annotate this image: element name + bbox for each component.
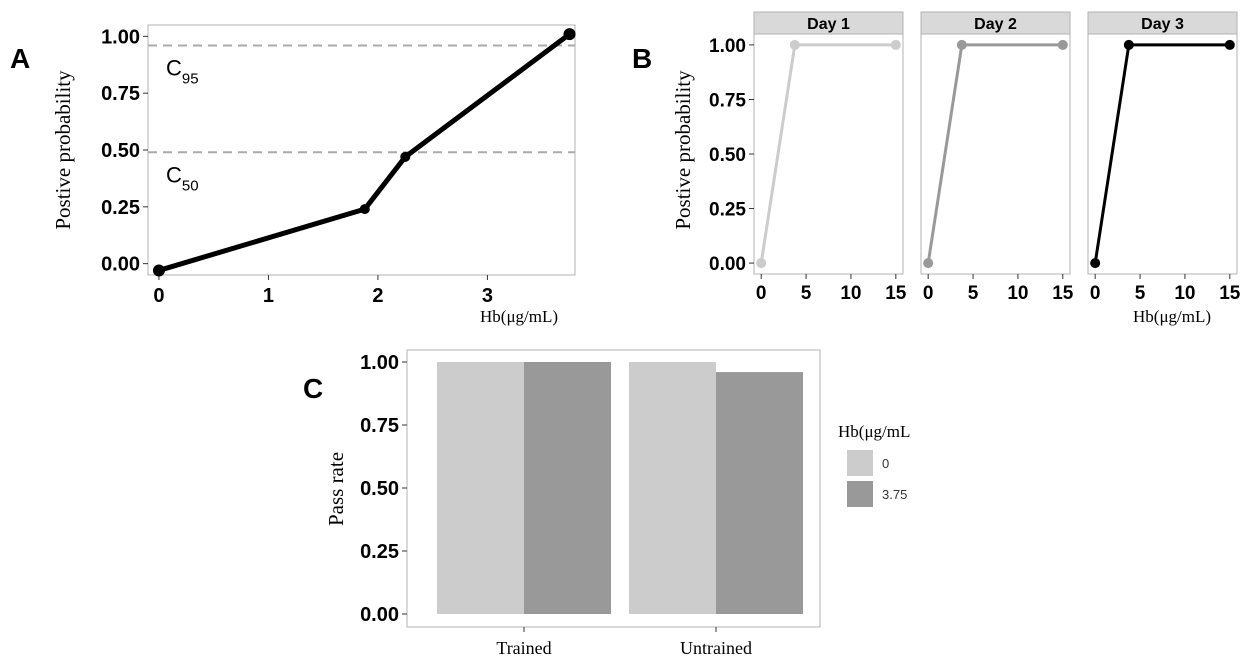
panel-c: 0.00 0.25 0.50 0.75 1.00 Trained Untrained Pa… <box>324 349 910 658</box>
y-tick-label: 0.50 <box>360 478 399 500</box>
bar <box>629 362 716 614</box>
x-tick-label: 10 <box>1174 283 1195 304</box>
y-tick-label: 0.00 <box>360 604 399 626</box>
data-point <box>756 258 767 269</box>
x-tick-label: 2 <box>372 285 383 307</box>
x-tick-label: 0 <box>153 285 164 307</box>
data-point <box>1090 258 1101 269</box>
reference-label: C95 <box>166 55 199 87</box>
panel-c-ylabel: Pass rate <box>324 452 348 526</box>
y-tick-label: 1.00 <box>360 352 399 374</box>
x-tick-label: 5 <box>801 283 812 304</box>
y-tick-label: 0.00 <box>101 254 140 276</box>
data-point <box>1123 39 1134 50</box>
bar <box>524 362 611 614</box>
legend-label: 3.75 <box>882 487 907 502</box>
series-line <box>759 43 896 264</box>
facet-frame <box>920 33 1071 275</box>
y-tick-label: 0.25 <box>360 541 399 563</box>
x-tick-label: 3 <box>482 285 493 307</box>
data-point <box>1057 39 1068 50</box>
data-point <box>890 39 901 50</box>
series-line <box>1093 43 1230 264</box>
y-tick-label: 0.25 <box>101 197 140 219</box>
facet-strip-label: Day 1 <box>807 16 850 33</box>
series-line <box>158 32 572 273</box>
x-tick-label: Trained <box>496 638 551 658</box>
panel-a-xlabel: Hb(μg/mL) <box>480 307 558 326</box>
y-tick-label: 0.75 <box>360 415 399 437</box>
series-line <box>926 43 1063 264</box>
bar <box>437 362 524 614</box>
panel-b: Day 1 0 5 10 15 Day 2 0 5 10 15 Day 3 0 5 10 15 0.00 0.… <box>671 11 1241 326</box>
x-tick-label: 10 <box>840 283 861 304</box>
x-tick-label: 15 <box>885 283 907 304</box>
y-tick-label: 1.00 <box>709 36 746 57</box>
facet-frame <box>753 33 904 275</box>
panel-a-frame <box>147 24 576 276</box>
legend: Hb(μg/mL 0 3.75 <box>838 422 910 507</box>
x-tick-label: 15 <box>1219 283 1241 304</box>
data-point <box>359 204 370 215</box>
bar <box>716 372 803 614</box>
facet-1: Day 1 0 5 10 15 <box>753 11 907 304</box>
legend-swatch <box>847 450 873 476</box>
legend-title: Hb(μg/mL <box>838 422 910 441</box>
facet-2: Day 2 0 5 10 15 <box>920 11 1074 304</box>
x-tick-label: Untrained <box>680 638 752 658</box>
x-tick-label: 5 <box>1135 283 1146 304</box>
x-tick-label: 0 <box>923 283 934 304</box>
x-tick-label: 0 <box>756 283 767 304</box>
panel-letter-c: C <box>303 373 323 404</box>
y-tick-label: 0.75 <box>709 90 746 111</box>
y-tick-label: 0.75 <box>101 83 140 105</box>
facet-frame <box>1087 33 1238 275</box>
data-point <box>563 28 576 41</box>
x-tick-label: 10 <box>1007 283 1028 304</box>
x-tick-label: 15 <box>1052 283 1074 304</box>
legend-swatch <box>847 481 873 507</box>
panel-b-ylabel: Postive probability <box>671 70 695 230</box>
reference-label: C50 <box>166 162 199 194</box>
panel-a: C95 C50 0.00 0.25 0.50 0.75 1.00 0 1 2 3 Postive… <box>51 24 576 326</box>
data-point <box>789 39 800 50</box>
data-point <box>923 258 934 269</box>
data-point <box>152 264 165 277</box>
facet-3: Day 3 0 5 10 15 <box>1087 11 1241 304</box>
panel-a-ylabel: Postive probability <box>51 70 75 230</box>
data-point <box>956 39 967 50</box>
facet-strip-label: Day 3 <box>1141 16 1184 33</box>
facet-strip-label: Day 2 <box>974 16 1017 33</box>
y-tick-label: 0.00 <box>709 254 746 275</box>
y-tick-label: 0.25 <box>709 200 746 221</box>
y-tick-label: 0.50 <box>709 145 746 166</box>
x-tick-label: 0 <box>1090 283 1101 304</box>
panel-letter-b: B <box>632 43 652 74</box>
y-tick-label: 0.50 <box>101 140 140 162</box>
panel-b-xlabel: Hb(μg/mL) <box>1133 307 1211 326</box>
x-tick-label: 1 <box>263 285 274 307</box>
data-point <box>400 151 411 162</box>
y-tick-label: 1.00 <box>101 26 140 48</box>
panel-letter-a: A <box>10 43 30 74</box>
legend-label: 0 <box>882 456 889 471</box>
x-tick-label: 5 <box>968 283 979 304</box>
data-point <box>1224 39 1235 50</box>
